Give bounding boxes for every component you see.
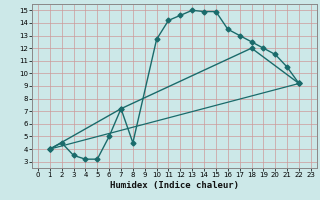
X-axis label: Humidex (Indice chaleur): Humidex (Indice chaleur) xyxy=(110,181,239,190)
